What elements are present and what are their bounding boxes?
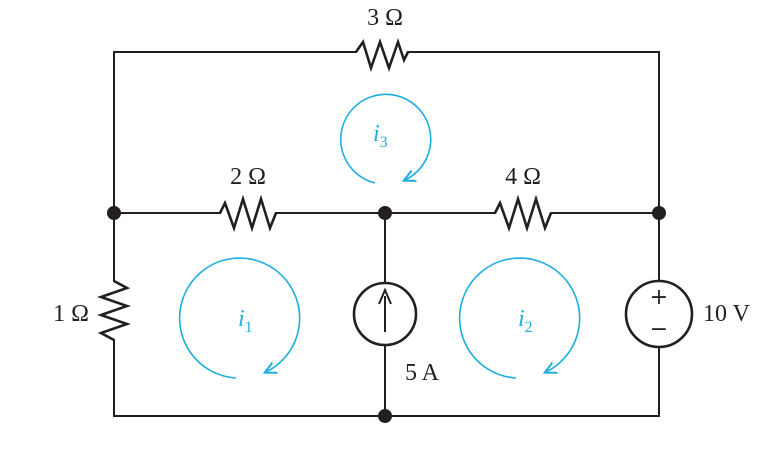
svg-text:i2: i2 xyxy=(518,306,533,336)
voltage-source: + − 10 V xyxy=(624,279,751,349)
wire-top-right xyxy=(407,51,660,214)
mesh-current-i1: i1 xyxy=(178,257,301,379)
wires xyxy=(113,51,660,417)
svg-text:i3: i3 xyxy=(373,121,388,151)
resistor-1-ohm-label: 1 Ω xyxy=(53,301,89,327)
voltage-source-label: 10 V xyxy=(703,301,751,327)
minus-sign: − xyxy=(650,317,668,342)
mesh-current-i3: i3 xyxy=(339,93,432,184)
current-source-label: 5 A xyxy=(405,360,440,386)
resistor-3-ohm-label: 3 Ω xyxy=(367,5,403,31)
mesh-i2-subscript: 2 xyxy=(525,319,533,336)
resistor-4-ohm-label: 4 Ω xyxy=(505,164,541,190)
resistor-2-ohm: 2 Ω xyxy=(218,164,278,233)
wire-left-lower xyxy=(113,339,660,417)
current-source: 5 A xyxy=(352,281,440,386)
mesh-i2-symbol: i xyxy=(518,306,525,332)
resistor-3-ohm: 3 Ω xyxy=(354,5,410,73)
plus-sign: + xyxy=(650,285,668,310)
mesh-i3-subscript: 3 xyxy=(380,134,388,151)
junction-nodes xyxy=(107,206,666,423)
up-arrow-icon xyxy=(378,287,392,332)
node-right xyxy=(652,206,666,220)
mesh-current-i2: i2 xyxy=(458,257,581,379)
node-center xyxy=(378,206,392,220)
mesh-i1-subscript: 1 xyxy=(245,319,253,336)
resistor-2-ohm-label: 2 Ω xyxy=(230,164,266,190)
node-bottom xyxy=(378,409,392,423)
mesh-i1-symbol: i xyxy=(238,306,245,332)
mesh-i3-symbol: i xyxy=(373,121,380,147)
resistor-1-ohm: 1 Ω xyxy=(53,279,131,342)
node-left xyxy=(107,206,121,220)
resistor-4-ohm: 4 Ω xyxy=(493,164,553,233)
wire-top-left-riser xyxy=(113,51,357,214)
svg-text:i1: i1 xyxy=(238,306,253,336)
